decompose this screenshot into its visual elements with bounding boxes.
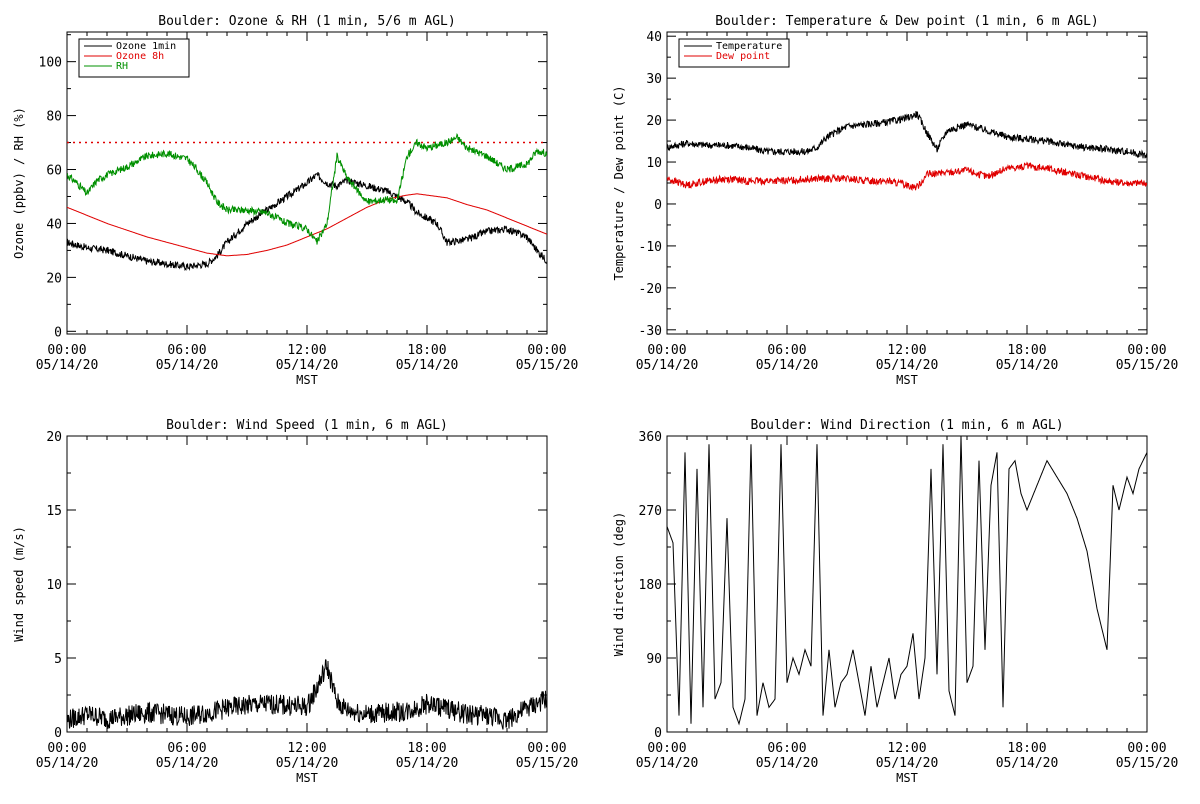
y-axis-label: Wind speed (m/s) bbox=[12, 526, 26, 642]
x-tick-label-date: 05/14/20 bbox=[156, 358, 219, 373]
y-tick-label: 0 bbox=[54, 726, 62, 741]
chart-title: Boulder: Wind Speed (1 min, 6 m AGL) bbox=[166, 418, 448, 433]
x-tick-label-date: 05/14/20 bbox=[636, 756, 699, 771]
series-line-ozone-8h bbox=[67, 193, 547, 257]
x-tick-label-time: 18:00 bbox=[407, 343, 446, 358]
x-tick-label-date: 05/14/20 bbox=[396, 358, 459, 373]
x-axis-label: MST bbox=[296, 373, 318, 387]
x-tick-label-date: 05/14/20 bbox=[756, 358, 819, 373]
chart-panel-1: Boulder: Ozone & RH (1 min, 5/6 m AGL)00… bbox=[12, 14, 578, 387]
x-tick-label-date: 05/14/20 bbox=[36, 756, 99, 771]
plot-frame bbox=[666, 435, 1148, 733]
y-tick-label: 10 bbox=[646, 156, 662, 171]
x-tick-label-date: 05/14/20 bbox=[996, 358, 1059, 373]
plot-frame bbox=[66, 435, 548, 733]
x-tick-label-time: 18:00 bbox=[1007, 741, 1046, 756]
x-tick-label-time: 18:00 bbox=[407, 741, 446, 756]
legend-label: Ozone 1min bbox=[116, 41, 176, 52]
chart-title: Boulder: Ozone & RH (1 min, 5/6 m AGL) bbox=[158, 14, 455, 29]
chart-title: Boulder: Wind Direction (1 min, 6 m AGL) bbox=[750, 418, 1063, 433]
y-tick-label: 20 bbox=[46, 271, 62, 286]
x-tick-label-date: 05/14/20 bbox=[156, 756, 219, 771]
x-tick-label-date: 05/14/20 bbox=[996, 756, 1059, 771]
x-axis-label: MST bbox=[896, 373, 918, 387]
x-tick-label-date: 05/15/20 bbox=[516, 358, 579, 373]
y-tick-label: 270 bbox=[639, 504, 662, 519]
x-tick-label-date: 05/14/20 bbox=[36, 358, 99, 373]
y-tick-label: -20 bbox=[639, 282, 662, 297]
x-tick-label-time: 12:00 bbox=[887, 741, 926, 756]
x-tick-label-time: 12:00 bbox=[887, 343, 926, 358]
y-tick-label: 15 bbox=[46, 504, 62, 519]
x-tick-label-date: 05/14/20 bbox=[396, 756, 459, 771]
x-tick-label-date: 05/15/20 bbox=[1116, 358, 1179, 373]
x-tick-label-time: 00:00 bbox=[47, 343, 86, 358]
x-tick-label-time: 06:00 bbox=[767, 343, 806, 358]
x-tick-label-date: 05/14/20 bbox=[276, 756, 339, 771]
x-tick-label-time: 00:00 bbox=[1127, 343, 1166, 358]
y-tick-label: -10 bbox=[639, 240, 662, 255]
y-tick-label: 100 bbox=[39, 56, 62, 71]
x-tick-label-time: 00:00 bbox=[647, 741, 686, 756]
chart-panel-3: Boulder: Wind Speed (1 min, 6 m AGL) 00:0… bbox=[12, 418, 578, 785]
series-line-temperature bbox=[667, 110, 1147, 159]
series-line-ozone-1min bbox=[67, 171, 547, 272]
legend-label: Ozone 8h bbox=[116, 51, 164, 62]
y-tick-label: 360 bbox=[639, 430, 662, 445]
y-tick-label: 90 bbox=[646, 652, 662, 667]
chart-panel-4: Boulder: Wind Direction (1 min, 6 m AGL)… bbox=[612, 418, 1178, 785]
x-tick-label-time: 12:00 bbox=[287, 741, 326, 756]
x-tick-label-time: 12:00 bbox=[287, 343, 326, 358]
legend-label: Temperature bbox=[716, 41, 782, 52]
legend-box bbox=[678, 38, 790, 68]
y-tick-label: 40 bbox=[646, 30, 662, 45]
series-line-rh bbox=[67, 132, 547, 245]
y-tick-label: -30 bbox=[639, 324, 662, 339]
y-tick-label: 180 bbox=[639, 578, 662, 593]
x-tick-label-time: 00:00 bbox=[527, 343, 566, 358]
x-tick-label-date: 05/14/20 bbox=[876, 756, 939, 771]
y-tick-label: 0 bbox=[654, 726, 662, 741]
x-tick-label-time: 00:00 bbox=[527, 741, 566, 756]
y-tick-label: 80 bbox=[46, 110, 62, 125]
y-tick-label: 20 bbox=[46, 430, 62, 445]
x-tick-label-date: 05/15/20 bbox=[516, 756, 579, 771]
x-tick-label-time: 06:00 bbox=[167, 343, 206, 358]
x-tick-label-time: 00:00 bbox=[1127, 741, 1166, 756]
x-tick-label-date: 05/14/20 bbox=[636, 358, 699, 373]
legend-label: Dew point bbox=[716, 51, 770, 62]
x-axis-label: MST bbox=[896, 771, 918, 785]
y-axis-label: Ozone (ppbv) / RH (%) bbox=[12, 107, 26, 259]
series-line-data bbox=[67, 659, 547, 730]
x-tick-label-time: 18:00 bbox=[1007, 343, 1046, 358]
y-tick-label: 60 bbox=[46, 164, 62, 179]
y-tick-label: 5 bbox=[54, 652, 62, 667]
x-tick-label-date: 05/14/20 bbox=[276, 358, 339, 373]
x-tick-label-time: 06:00 bbox=[167, 741, 206, 756]
y-tick-label: 40 bbox=[46, 217, 62, 232]
x-tick-label-time: 00:00 bbox=[647, 343, 686, 358]
y-tick-label: 20 bbox=[646, 114, 662, 129]
y-axis-label: Temperature / Dew point (C) bbox=[612, 85, 626, 280]
x-tick-label-time: 00:00 bbox=[47, 741, 86, 756]
x-tick-label-date: 05/14/20 bbox=[756, 756, 819, 771]
x-tick-label-date: 05/14/20 bbox=[876, 358, 939, 373]
y-tick-label: 30 bbox=[646, 72, 662, 87]
legend-label: RH bbox=[116, 61, 128, 72]
series-line-data bbox=[667, 436, 1147, 726]
y-axis-label: Wind direction (deg) bbox=[612, 512, 626, 657]
series-line-dew-point bbox=[667, 161, 1147, 191]
y-tick-label: 0 bbox=[654, 198, 662, 213]
y-tick-label: 0 bbox=[54, 325, 62, 340]
y-tick-label: 10 bbox=[46, 578, 62, 593]
x-tick-label-date: 05/15/20 bbox=[1116, 756, 1179, 771]
chart-title: Boulder: Temperature & Dew point (1 min,… bbox=[715, 14, 1099, 29]
legend-box bbox=[78, 38, 190, 78]
chart-panel-2: Boulder: Temperature & Dew point (1 min,… bbox=[612, 14, 1178, 387]
x-tick-label-time: 06:00 bbox=[767, 741, 806, 756]
x-axis-label: MST bbox=[296, 771, 318, 785]
